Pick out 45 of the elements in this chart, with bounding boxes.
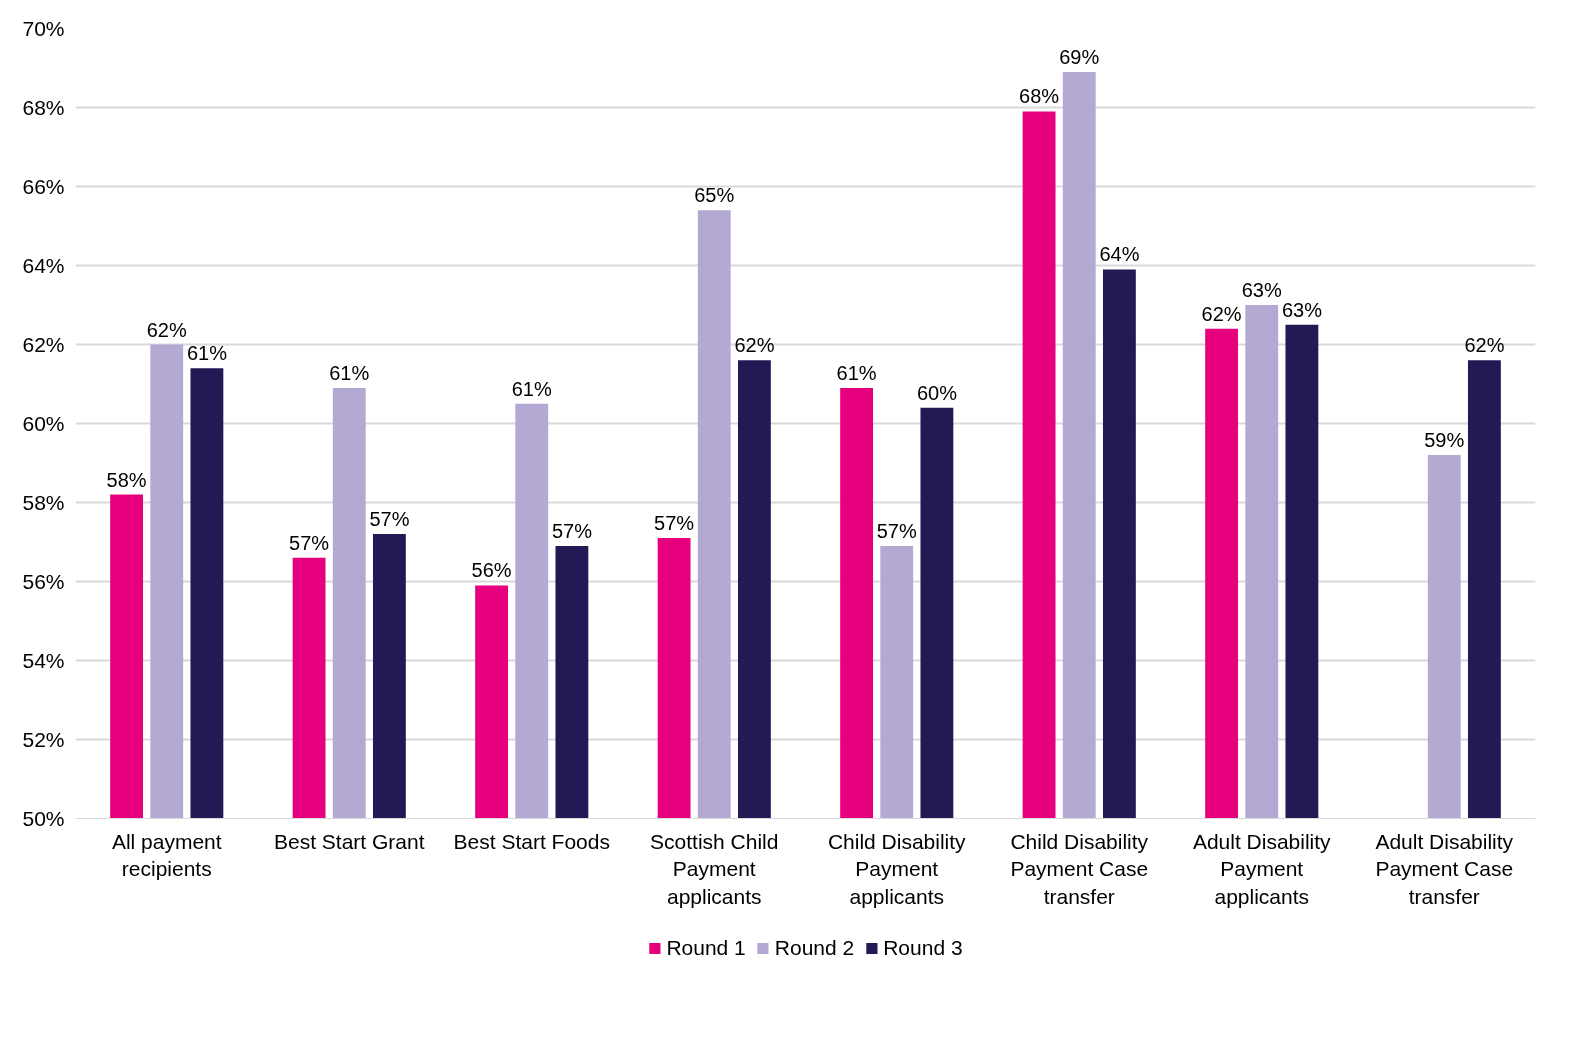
data-label: 61% <box>511 377 552 400</box>
legend-label: Round 3 <box>883 936 963 960</box>
data-label: 62% <box>1464 334 1505 357</box>
data-label: 57% <box>654 512 695 535</box>
data-label: 69% <box>1059 45 1100 68</box>
data-label: 59% <box>1424 429 1465 452</box>
x-tick-label: Child Disability Payment applicants <box>827 829 967 908</box>
data-label: 61% <box>329 361 370 384</box>
y-tick-label: 68% <box>22 96 65 119</box>
x-tick-label: Adult Disability Payment applicants <box>1192 829 1332 908</box>
x-tick-label: Adult Disability Payment Case transfer <box>1375 829 1514 908</box>
data-label: 62% <box>1201 302 1242 325</box>
data-label: 62% <box>146 318 187 341</box>
x-tick-label: Best Start Grant <box>273 829 425 853</box>
y-tick-label: 66% <box>22 175 65 198</box>
x-tick-label: Child Disability Payment Case transfer <box>1010 829 1149 908</box>
legend-label: Round 1 <box>666 936 746 960</box>
y-tick-label: 58% <box>22 491 65 514</box>
y-tick-label: 70% <box>22 17 65 40</box>
data-label: 62% <box>734 334 775 357</box>
legend-label: Round 2 <box>774 936 855 960</box>
y-tick-label: 64% <box>22 254 65 277</box>
data-label: 60% <box>916 381 958 404</box>
data-label: 58% <box>106 468 147 491</box>
y-tick-label: 60% <box>22 412 65 435</box>
data-label: 63% <box>1241 279 1282 301</box>
x-tick-label: Scottish Child Payment applicants <box>650 829 779 908</box>
y-tick-label: 54% <box>22 649 65 672</box>
y-tick-label: 52% <box>22 728 65 751</box>
data-label: 57% <box>551 519 593 542</box>
y-tick-label: 50% <box>22 807 65 830</box>
data-label: 65% <box>694 184 735 207</box>
data-label: 61% <box>186 342 228 365</box>
data-label: 57% <box>289 531 330 554</box>
x-tick-label: Best Start Foods <box>453 829 610 853</box>
data-label: 56% <box>471 559 512 582</box>
data-label: 57% <box>369 508 410 531</box>
data-label: 68% <box>1019 85 1060 108</box>
y-tick-label: 56% <box>22 570 65 593</box>
y-tick-label: 62% <box>22 333 65 356</box>
x-tick-label: All payment recipients <box>111 829 222 881</box>
data-label: 57% <box>876 519 917 542</box>
data-label: 64% <box>1099 243 1140 266</box>
data-label: 61% <box>836 361 877 384</box>
data-label: 63% <box>1281 298 1323 321</box>
